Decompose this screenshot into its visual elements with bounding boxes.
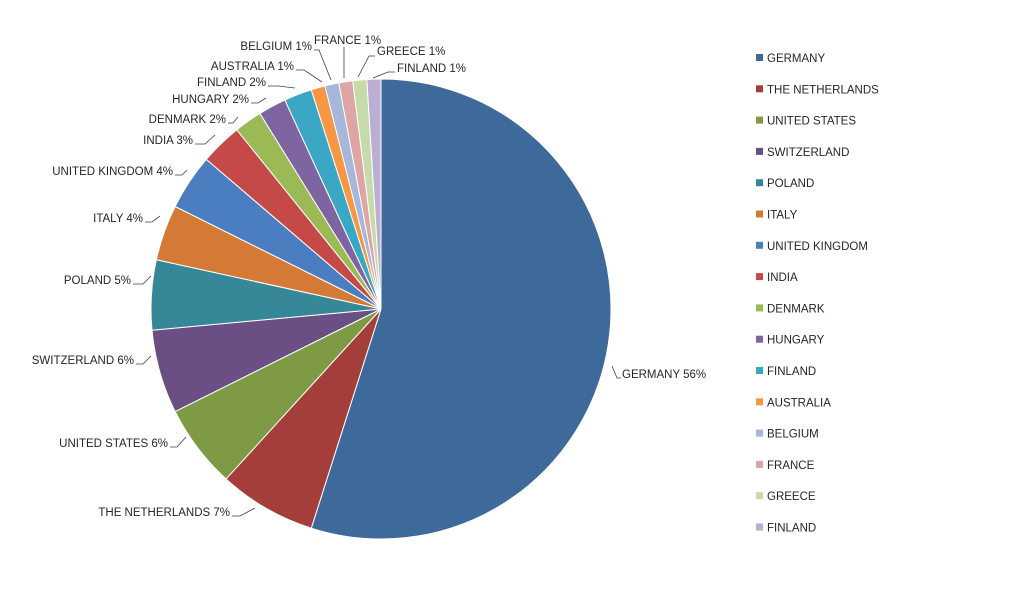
- data-label: POLAND 5%: [64, 275, 131, 287]
- leader-line: [175, 169, 188, 176]
- legend-label: BELGIUM: [767, 429, 819, 441]
- legend-label: FINLAND: [767, 523, 816, 535]
- data-label: ITALY 4%: [93, 213, 143, 225]
- data-label: AUSTRALIA 1%: [211, 61, 294, 73]
- legend-swatch: [756, 523, 763, 531]
- legend-swatch: [756, 85, 763, 93]
- legend-swatch: [756, 210, 763, 218]
- legend-swatch: [756, 367, 763, 374]
- pie-slice-finland: [366, 78, 382, 310]
- pie-slices: [150, 78, 612, 540]
- legend-swatch: [756, 398, 763, 406]
- label-leader-lines: [133, 47, 621, 517]
- legend-label: SWITZERLAND: [767, 147, 849, 159]
- legend-swatch: [756, 335, 763, 343]
- data-label: DENMARK 2%: [149, 114, 226, 126]
- legend-swatch: [756, 492, 763, 500]
- data-labels: GERMANY 56% THE NETHERLANDS 7% UNITED STAT…: [32, 35, 706, 519]
- data-label: GREECE 1%: [377, 46, 445, 58]
- legend-swatch: [756, 116, 763, 124]
- legend: GERMANY THE NETHERLANDS UNITED STATES SWITZ…: [756, 53, 879, 535]
- legend-label: AUSTRALIA: [767, 397, 831, 409]
- data-label: FRANCE 1%: [314, 35, 381, 47]
- data-label: UNITED STATES 6%: [59, 438, 168, 450]
- legend-label: ITALY: [767, 210, 798, 222]
- legend-label: UNITED STATES: [767, 116, 856, 128]
- leader-line: [195, 134, 216, 145]
- data-label: INDIA 3%: [143, 135, 193, 147]
- legend-label: GERMANY: [767, 53, 825, 65]
- data-label: SWITZERLAND 6%: [32, 355, 134, 367]
- leader-line: [228, 116, 239, 124]
- legend-label: DENMARK: [767, 303, 825, 315]
- legend-swatch: [756, 147, 763, 155]
- data-label: FINLAND 1%: [397, 63, 466, 75]
- pie-slice-germany: [310, 78, 612, 540]
- data-label: GERMANY 56%: [622, 369, 706, 381]
- legend-swatch: [756, 429, 763, 437]
- legend-swatch: [756, 460, 763, 468]
- leader-line: [314, 49, 332, 81]
- leader-line: [372, 71, 395, 79]
- legend-swatch: [756, 241, 763, 249]
- legend-swatch: [756, 179, 763, 187]
- legend-label: FRANCE: [767, 460, 815, 472]
- leader-line: [136, 355, 152, 365]
- leader-line: [251, 97, 267, 104]
- legend-label: GREECE: [767, 491, 816, 503]
- legend-swatch: [756, 273, 763, 281]
- legend-label: INDIA: [767, 272, 798, 284]
- leader-line: [170, 436, 187, 448]
- leader-line: [133, 275, 152, 285]
- data-label: UNITED KINGDOM 4%: [52, 166, 173, 178]
- leader-line: [145, 215, 161, 223]
- legend-label: FINLAND: [767, 366, 816, 378]
- legend-label: POLAND: [767, 178, 814, 190]
- legend-label: HUNGARY: [767, 335, 825, 347]
- leader-line: [296, 69, 323, 83]
- leader-line: [232, 507, 256, 517]
- data-label: HUNGARY 2%: [172, 94, 249, 106]
- legend-swatch: [756, 54, 763, 61]
- data-label: THE NETHERLANDS 7%: [98, 507, 230, 519]
- leader-line: [268, 85, 296, 89]
- legend-label: UNITED KINGDOM: [767, 241, 868, 253]
- legend-swatch: [756, 304, 763, 312]
- leader-line: [611, 365, 621, 379]
- leader-line: [357, 55, 375, 78]
- legend-label: THE NETHERLANDS: [767, 84, 879, 96]
- data-label: FINLAND 2%: [197, 77, 266, 89]
- data-label: BELGIUM 1%: [240, 41, 312, 53]
